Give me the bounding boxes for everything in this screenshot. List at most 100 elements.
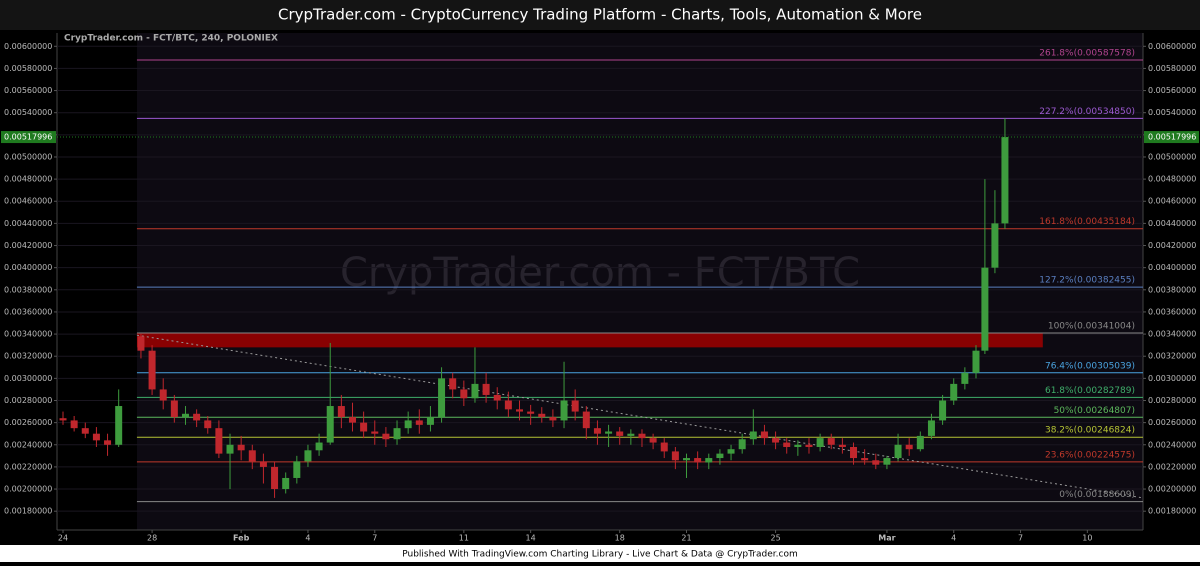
candle-body <box>827 438 835 445</box>
y2-tick-label: 0.00220000 <box>1148 462 1196 471</box>
candle-body <box>215 428 223 454</box>
candle-body <box>605 431 613 434</box>
fib-label: 50%(0.00264807) <box>1054 406 1135 416</box>
fib-label: 38.2%(0.00246824) <box>1045 426 1135 436</box>
candle-body <box>504 400 512 410</box>
footer: Published With TradingView.com Charting … <box>402 550 797 560</box>
candle-body <box>382 433 390 440</box>
y2-tick-label: 0.00560000 <box>1148 86 1196 95</box>
x-tick-label: 21 <box>681 534 691 543</box>
candle-body <box>315 442 323 451</box>
candle-body <box>727 449 735 454</box>
candle-body <box>649 438 657 443</box>
candle-body <box>772 438 780 443</box>
x-tick-label: Feb <box>233 534 250 543</box>
candle-body <box>805 444 813 447</box>
fib-label: 127.2%(0.00382455) <box>1039 276 1135 286</box>
candle-body <box>348 417 356 423</box>
candle-body <box>360 422 368 432</box>
y-tick-label: 0.00440000 <box>4 219 52 228</box>
y-tick-label: 0.00400000 <box>4 263 52 272</box>
y-tick-label: 0.00240000 <box>4 440 52 449</box>
candle-body <box>326 406 334 443</box>
candle-body <box>193 413 201 421</box>
candle-body <box>705 458 713 463</box>
y2-tick-label: 0.00260000 <box>1148 418 1196 427</box>
candle-body <box>248 450 256 462</box>
last-price-label: 0.00517996 <box>4 133 52 142</box>
candle-body <box>627 433 635 436</box>
candle-body <box>471 383 479 399</box>
candle-body <box>159 389 167 401</box>
y2-tick-label: 0.00380000 <box>1148 285 1196 294</box>
y2-tick-label: 0.00240000 <box>1148 440 1196 449</box>
y-tick-label: 0.00300000 <box>4 374 52 383</box>
candle-body <box>81 428 89 434</box>
candle-body <box>816 438 824 447</box>
y-tick-label: 0.00540000 <box>4 108 52 117</box>
candle-body <box>872 460 880 465</box>
candle-body <box>538 413 546 418</box>
candle-body <box>404 420 412 429</box>
x-tick-label: 7 <box>1018 534 1023 543</box>
y-tick-label: 0.00340000 <box>4 330 52 339</box>
candle-body <box>59 418 67 421</box>
last-price-label-right: 0.00517996 <box>1148 133 1196 142</box>
candle-body <box>259 461 267 467</box>
y2-tick-label: 0.00480000 <box>1148 175 1196 184</box>
x-tick-label: 14 <box>526 534 536 543</box>
y-tick-label: 0.00460000 <box>4 197 52 206</box>
candle-body <box>493 394 501 401</box>
candle-body <box>794 444 802 447</box>
candle-body <box>694 458 702 463</box>
candle-body <box>104 440 112 445</box>
resistance-zone <box>136 332 1043 348</box>
candle-body <box>582 411 590 429</box>
candle-body <box>115 406 123 445</box>
y-tick-label: 0.00420000 <box>4 241 52 250</box>
y-tick-label: 0.00580000 <box>4 64 52 73</box>
candle-body <box>426 417 434 425</box>
x-tick-label: Mar <box>878 534 895 543</box>
candle-body <box>950 383 958 401</box>
y-tick-label: 0.00360000 <box>4 307 52 316</box>
y2-tick-label: 0.00320000 <box>1148 352 1196 361</box>
y-tick-label: 0.00320000 <box>4 352 52 361</box>
candle-body <box>337 406 345 418</box>
fib-label: 100%(0.00341004) <box>1048 321 1135 331</box>
candle-body <box>170 400 178 418</box>
y2-tick-label: 0.00340000 <box>1148 330 1196 339</box>
candle-body <box>438 378 446 418</box>
candle-body <box>449 378 457 390</box>
y2-tick-label: 0.00300000 <box>1148 374 1196 383</box>
candle-body <box>683 458 691 461</box>
candle-body <box>226 444 234 454</box>
candle-body <box>415 420 423 425</box>
y-tick-label: 0.00380000 <box>4 285 52 294</box>
fib-label: 161.8%(0.00435184) <box>1039 217 1135 227</box>
x-tick-label: 18 <box>615 534 625 543</box>
candle-body <box>271 466 279 490</box>
y2-tick-label: 0.00600000 <box>1148 42 1196 51</box>
candle-body <box>838 444 846 447</box>
y2-tick-label: 0.00440000 <box>1148 219 1196 228</box>
last-price-box <box>1 131 56 144</box>
y-tick-label: 0.00560000 <box>4 86 52 95</box>
candle-body <box>549 417 557 421</box>
candle-body <box>1001 137 1009 224</box>
candle-body <box>972 350 980 373</box>
candle-body <box>991 223 999 268</box>
candle-body <box>92 433 100 441</box>
y-tick-label: 0.00480000 <box>4 175 52 184</box>
last-price-box-right <box>1144 131 1199 144</box>
candle-body <box>304 450 312 462</box>
watermark: CrypTrader.com - FCT/BTC <box>340 250 860 296</box>
candle-body <box>660 442 668 452</box>
candle-body <box>516 409 524 412</box>
y2-tick-label: 0.00180000 <box>1148 507 1196 516</box>
y-tick-label: 0.00200000 <box>4 485 52 494</box>
candle-body <box>616 431 624 436</box>
candle-body <box>927 420 935 436</box>
